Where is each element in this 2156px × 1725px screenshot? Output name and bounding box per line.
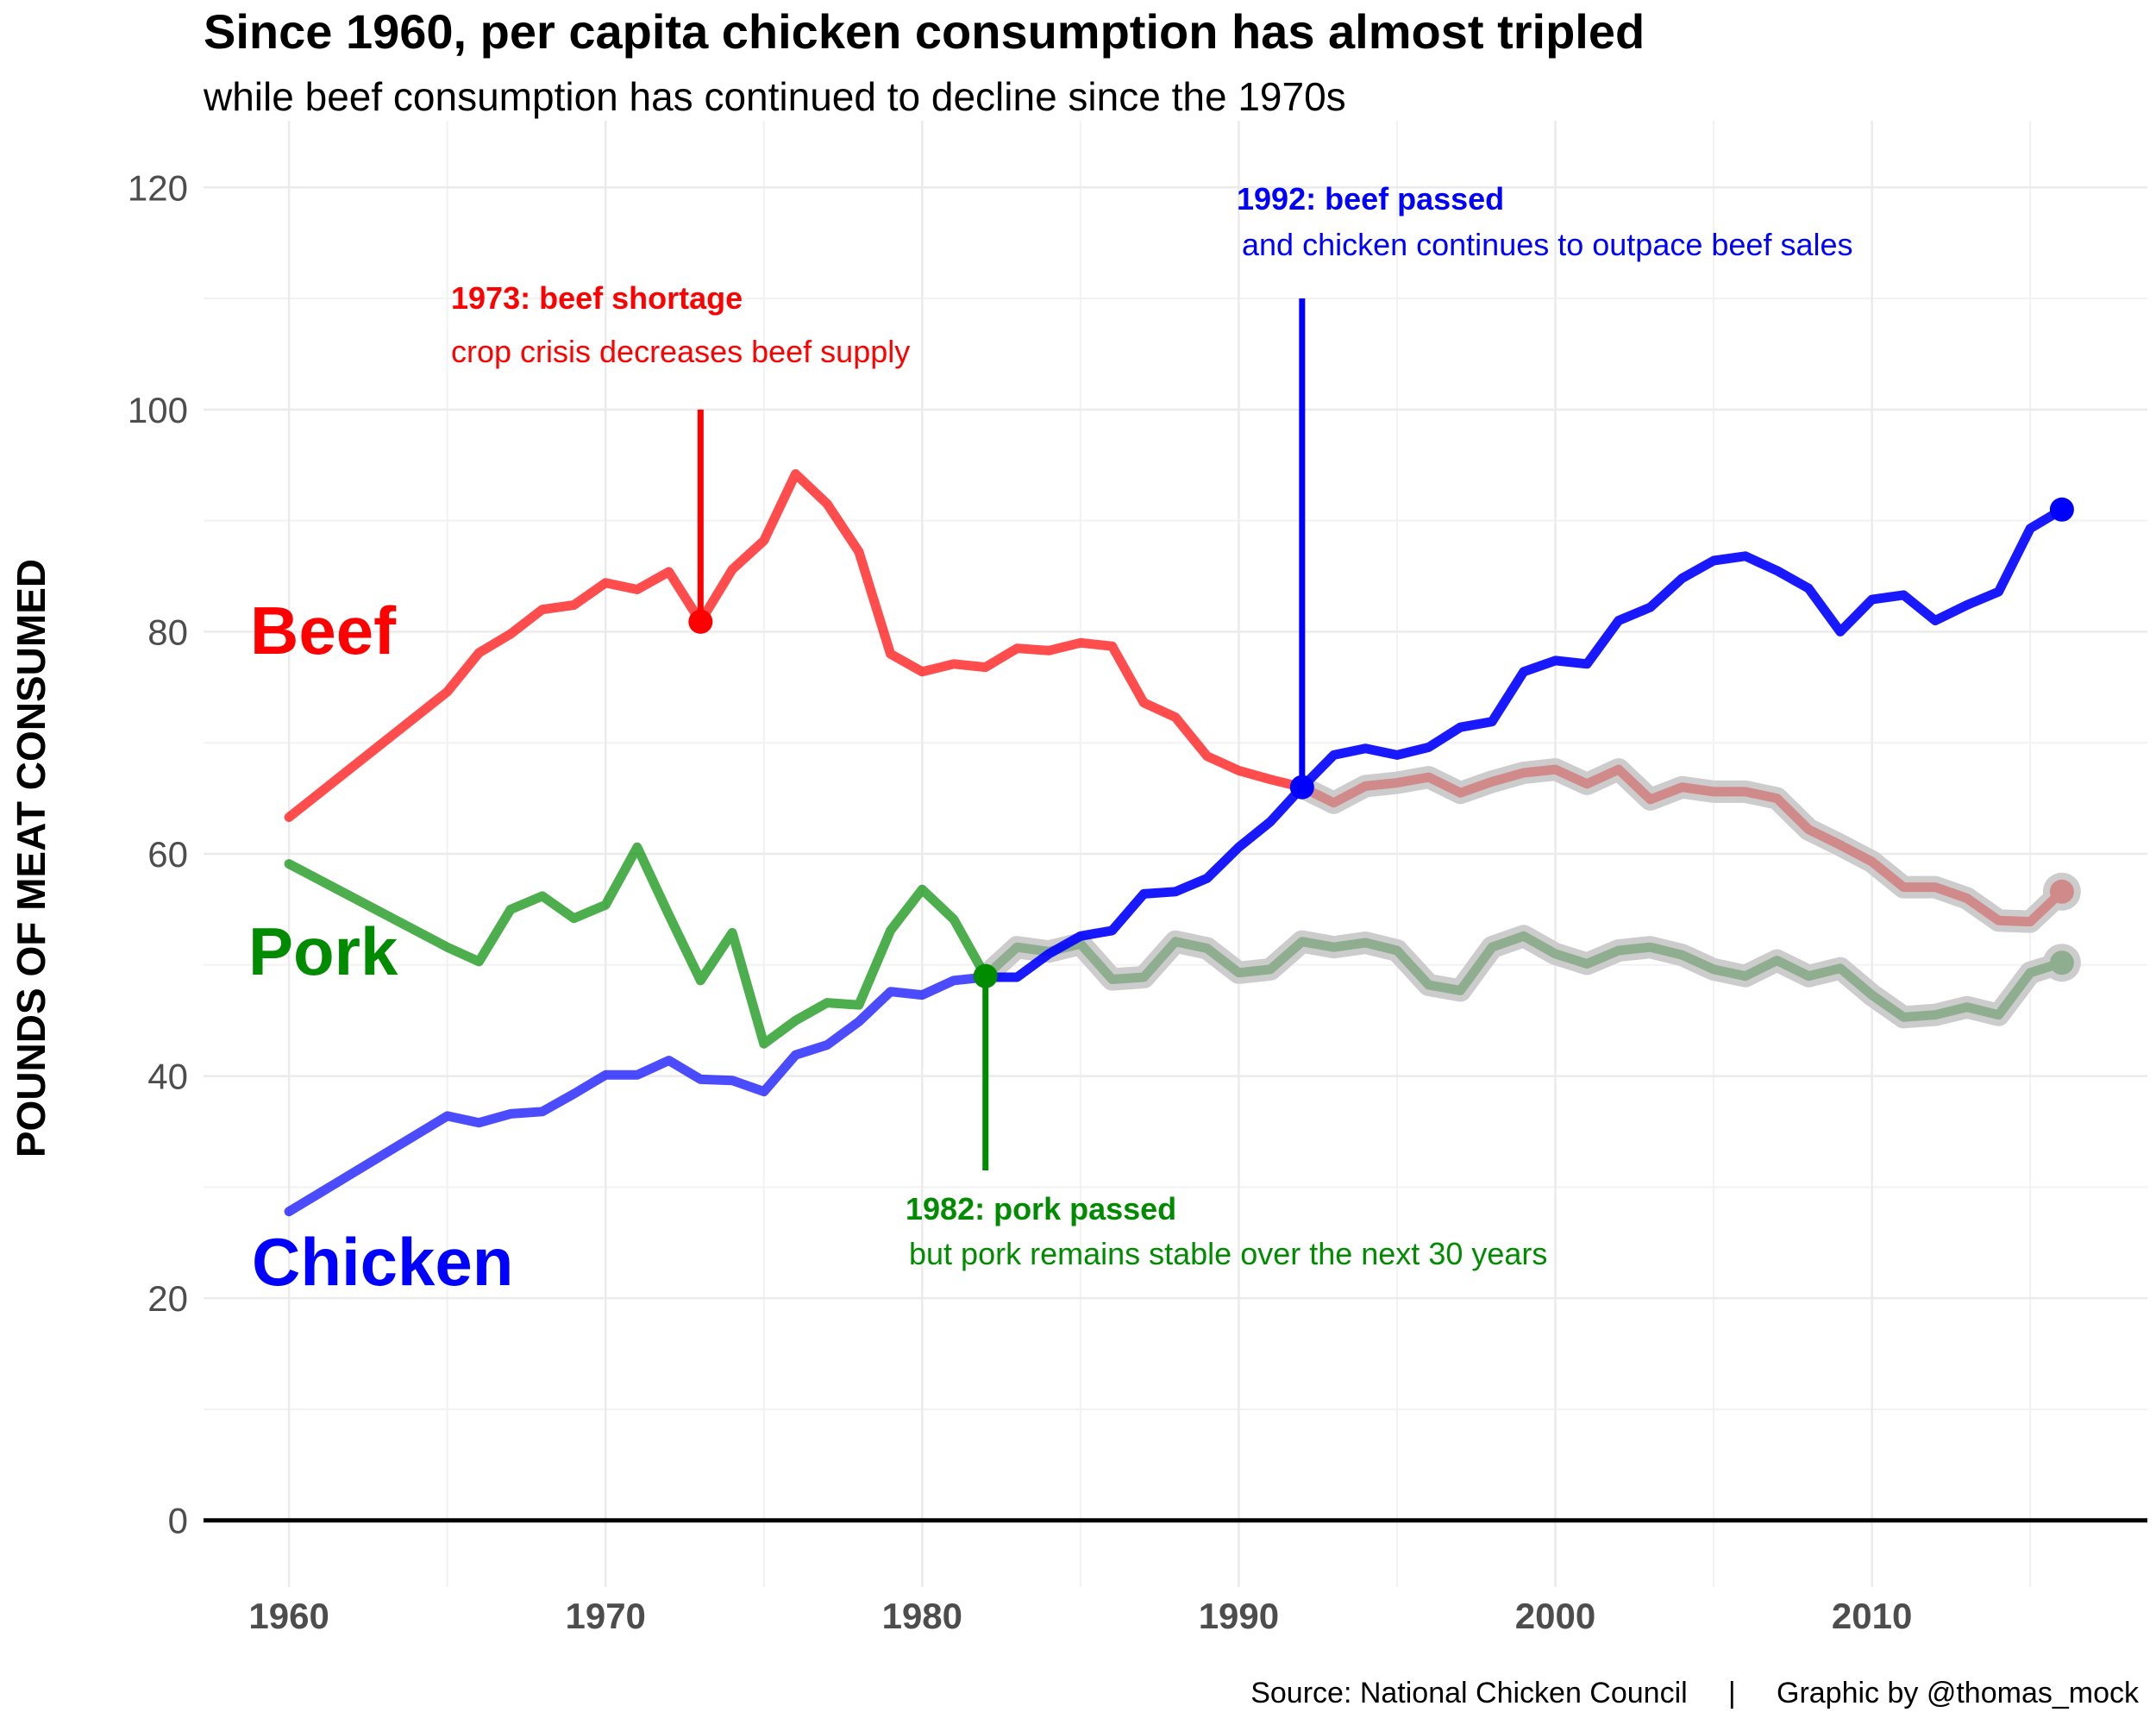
y-tick-label: 100 [128,390,188,430]
axis-layer: 0 20 40 60 80 100 120 1960 1970 1980 1990 2000 2010 [128,167,2147,1636]
x-tick-label: 1970 [565,1596,645,1636]
series-label-pork: Pork [248,913,398,989]
series-line-faded-pork [981,931,2067,1022]
annotation-body-pork: but pork remains stable over the next 30… [909,1236,1547,1271]
y-axis-label: POUNDS OF MEAT CONSUMED [9,559,53,1157]
grid-layer [204,121,2147,1587]
series-label-beef: Beef [250,593,397,668]
y-tick-label: 60 [147,834,188,875]
annotation-layer: 1973: beef shortage crop crisis decreases… [451,181,1853,1271]
end-point-pork [2049,950,2074,975]
annotation-point-pork [973,963,998,988]
series-line-chicken [981,505,2067,982]
x-tick-label: 1960 [248,1596,329,1636]
annotation-point-chicken [1289,775,1314,800]
end-point-beef [2049,879,2074,904]
x-tick-label: 2010 [1832,1596,1912,1636]
y-tick-label: 0 [168,1501,188,1541]
series-label-chicken: Chicken [252,1224,513,1300]
series-line-beef [284,469,1307,822]
series-line-pork [284,842,991,1049]
annotation-heading-chicken: 1992: beef passed [1237,181,1504,216]
annotation-heading-pork: 1982: pork passed [906,1191,1176,1226]
x-tick-label: 1980 [882,1596,962,1636]
annotation-body-beef: crop crisis decreases beef supply [451,334,910,369]
end-point-chicken [2049,497,2074,522]
faded-series-layer [974,758,2081,1029]
y-tick-label: 40 [147,1057,188,1097]
y-tick-label: 80 [147,612,188,652]
series-line-chicken-early [284,972,991,1217]
chart-caption: Source: National Chicken Council | Graph… [1250,1677,2140,1709]
x-tick-label: 2000 [1515,1596,1595,1636]
chart-subtitle: while beef consumption has continued to … [203,74,1346,119]
series-line-faded-beef [1297,764,2067,927]
annotation-body-chicken: and chicken continues to outpace beef sa… [1242,227,1853,262]
annotation-point-beef [688,609,713,634]
chart-title: Since 1960, per capita chicken consumpti… [204,4,1645,59]
highlighted-series-layer [284,469,2074,1217]
x-tick-label: 1990 [1199,1596,1279,1636]
y-tick-label: 20 [147,1278,188,1319]
y-tick-label: 120 [128,167,188,208]
annotation-heading-beef: 1973: beef shortage [451,280,743,316]
series-label-layer: Beef Pork Chicken [248,593,513,1300]
